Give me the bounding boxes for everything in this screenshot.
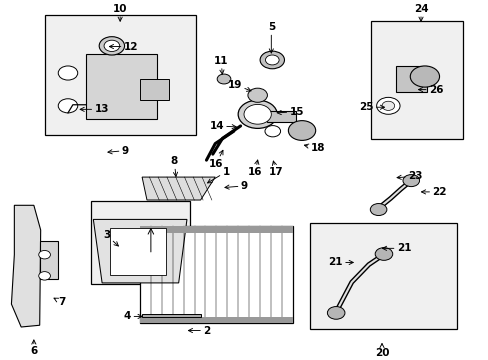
Polygon shape [40, 240, 58, 279]
Circle shape [244, 104, 271, 124]
Text: 12: 12 [109, 41, 138, 51]
Bar [140, 79, 168, 100]
Circle shape [369, 203, 386, 216]
Text: 24: 24 [413, 4, 427, 21]
Text: 22: 22 [421, 187, 446, 197]
Text: 16: 16 [208, 150, 223, 169]
Bar [395, 66, 427, 93]
Text: 4: 4 [124, 311, 142, 321]
Text: 18: 18 [304, 143, 324, 153]
Text: 25: 25 [359, 102, 384, 112]
Polygon shape [11, 205, 41, 327]
Text: 7: 7 [54, 297, 65, 307]
Text: 23: 23 [396, 171, 422, 181]
Text: 5: 5 [267, 22, 274, 53]
Text: 9: 9 [224, 181, 247, 191]
Circle shape [104, 40, 120, 51]
Circle shape [374, 248, 392, 260]
Bar [140, 226, 293, 324]
Circle shape [39, 272, 50, 280]
Bar [140, 226, 293, 233]
Text: 13: 13 [80, 104, 109, 114]
Text: 8: 8 [170, 157, 178, 176]
Bar [91, 201, 189, 284]
Bar [140, 317, 293, 324]
Circle shape [288, 121, 315, 140]
Polygon shape [93, 219, 186, 283]
Circle shape [327, 307, 344, 319]
Bar [267, 112, 295, 122]
Text: 1: 1 [207, 167, 229, 183]
Bar [310, 223, 456, 329]
Circle shape [217, 74, 230, 84]
Text: 21: 21 [328, 257, 352, 267]
Circle shape [58, 66, 78, 80]
Circle shape [238, 100, 277, 129]
Text: 21: 21 [382, 243, 410, 253]
Text: 10: 10 [113, 4, 127, 21]
Text: 6: 6 [30, 340, 38, 356]
Circle shape [99, 37, 124, 55]
Circle shape [265, 55, 279, 65]
Circle shape [409, 66, 439, 87]
Text: 17: 17 [268, 161, 283, 177]
Text: 19: 19 [227, 80, 250, 91]
Circle shape [381, 101, 394, 111]
Circle shape [247, 88, 267, 102]
Circle shape [58, 99, 78, 113]
Bar [110, 228, 166, 275]
Text: 2: 2 [188, 325, 210, 336]
Text: 20: 20 [374, 343, 388, 358]
Text: 9: 9 [108, 146, 128, 156]
Circle shape [264, 126, 280, 137]
Bar [370, 21, 462, 139]
Text: 26: 26 [418, 85, 443, 95]
Text: 15: 15 [277, 107, 303, 117]
Text: 16: 16 [247, 160, 262, 177]
Text: 3: 3 [103, 230, 118, 246]
Bar [86, 54, 157, 119]
Circle shape [39, 251, 50, 259]
Bar [44, 15, 195, 135]
Circle shape [376, 97, 399, 114]
Circle shape [402, 175, 419, 186]
Bar [142, 314, 200, 318]
Text: 11: 11 [213, 56, 228, 74]
Circle shape [260, 51, 284, 69]
Text: 14: 14 [209, 121, 236, 131]
Polygon shape [142, 177, 215, 200]
